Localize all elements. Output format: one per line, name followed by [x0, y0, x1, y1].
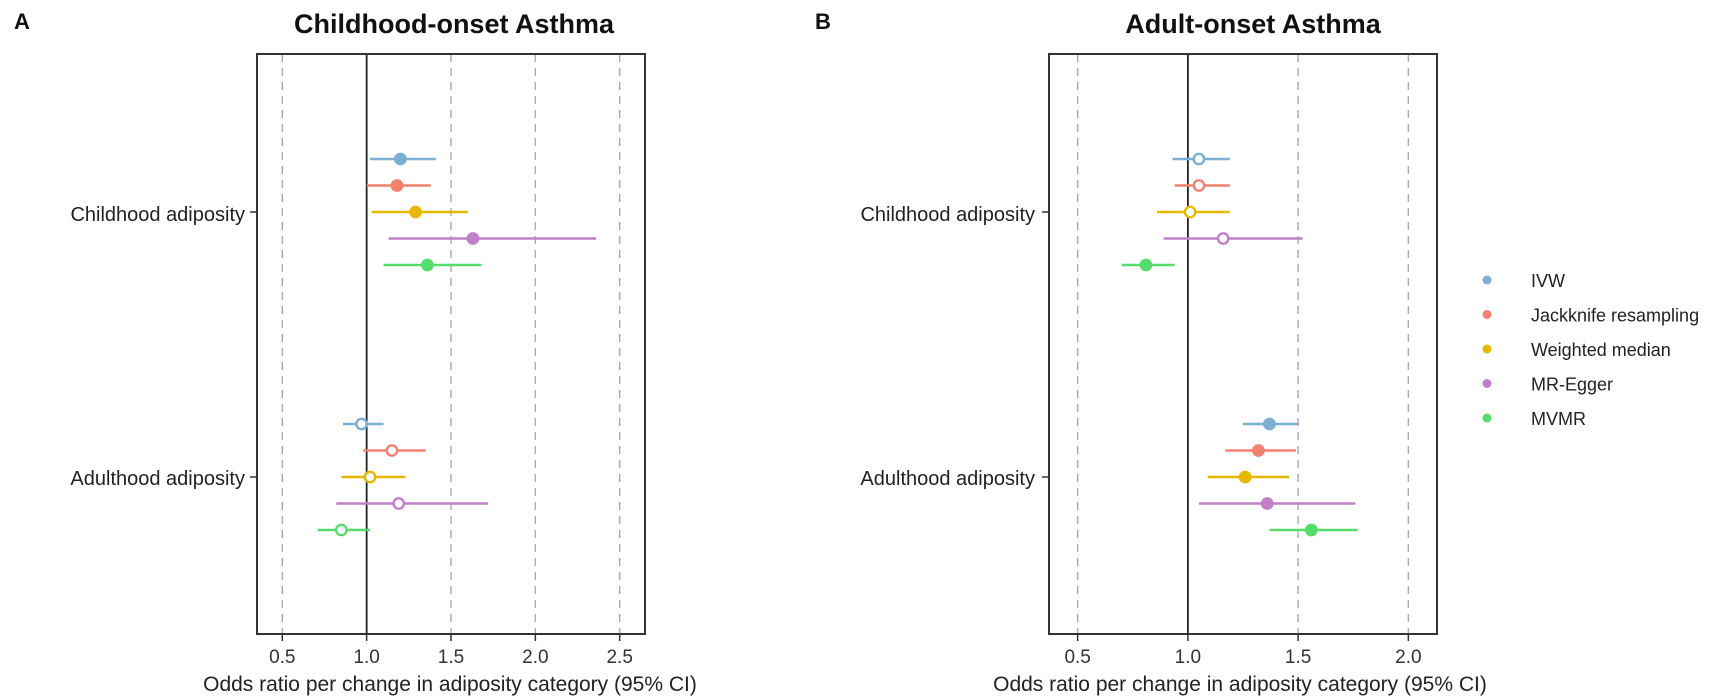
- x-axis-title-b: Odds ratio per change in adiposity categ…: [993, 673, 1487, 696]
- y-label-adulthood-adiposity-b: Adulthood adiposity: [860, 468, 1035, 490]
- estimate-point-mvmr: [1304, 523, 1318, 537]
- legend-label-mvmr: MVMR: [1531, 409, 1586, 429]
- estimate-point-weighted-median: [363, 470, 377, 484]
- estimate-point-mr-egger: [1216, 232, 1230, 245]
- legend-marker-jackknife-resampling: [1482, 310, 1492, 319]
- x-tick-label: 1.0: [353, 647, 379, 668]
- panel-title-b: Adult-onset Asthma: [1125, 9, 1381, 39]
- x-tick-label: 1.5: [438, 647, 464, 668]
- estimate-point-jackknife-resampling: [390, 179, 404, 192]
- legend-label-mr-egger: MR-Egger: [1531, 375, 1613, 395]
- x-tick-label: 0.5: [269, 647, 295, 668]
- legend-marker-ivw: [1482, 275, 1492, 285]
- x-tick-label: 2.0: [522, 647, 548, 668]
- y-label-adulthood-adiposity-a: Adulthood adiposity: [70, 468, 245, 490]
- legend-marker-weighted-median: [1482, 344, 1492, 354]
- estimate-point-ivw: [393, 152, 407, 166]
- legend-label-weighted-median: Weighted median: [1531, 340, 1671, 360]
- legend-label-ivw: IVW: [1531, 271, 1565, 291]
- legend-label-jackknife-resampling: Jackknife resampling: [1531, 306, 1699, 326]
- estimate-point-mvmr: [420, 258, 434, 272]
- estimate-point-weighted-median: [409, 205, 422, 219]
- x-tick-label: 2.0: [1395, 647, 1421, 668]
- estimate-point-mr-egger: [1260, 497, 1274, 510]
- estimate-point-ivw: [1192, 152, 1206, 166]
- estimate-point-jackknife-resampling: [1252, 444, 1265, 457]
- estimate-point-mr-egger: [392, 497, 406, 510]
- estimate-point-mr-egger: [466, 232, 480, 245]
- x-tick-label: 1.5: [1285, 647, 1311, 668]
- plot-area-a: 0.5 1.0 1.5 2.0 2.5: [250, 53, 646, 668]
- x-axis-title-a: Odds ratio per change in adiposity categ…: [203, 673, 697, 696]
- panel-title-a: Childhood-onset Asthma: [294, 9, 615, 39]
- estimate-point-mvmr: [1139, 258, 1153, 272]
- estimate-point-mvmr: [334, 523, 348, 537]
- estimate-point-ivw: [355, 417, 368, 431]
- panel-letter-a: A: [14, 9, 30, 34]
- estimate-point-ivw: [1263, 417, 1276, 431]
- estimate-point-jackknife-resampling: [385, 444, 399, 457]
- panel-letter-b: B: [815, 9, 831, 34]
- estimate-point-weighted-median: [1183, 205, 1197, 219]
- legend-marker-mr-egger: [1482, 379, 1492, 388]
- estimate-point-jackknife-resampling: [1192, 179, 1206, 192]
- legend: IVW Jackknife resampling Weighted median MR…: [1482, 271, 1699, 429]
- y-label-childhood-adiposity-b: Childhood adiposity: [860, 204, 1035, 226]
- y-label-childhood-adiposity-a: Childhood adiposity: [70, 204, 245, 226]
- plot-frame: [1048, 53, 1438, 635]
- panel-b: B Adult-onset Asthma 0.5 1.0 1.5 2.0 Childh…: [815, 9, 1487, 696]
- estimate-point-weighted-median: [1238, 470, 1252, 484]
- x-tick-label: 2.5: [606, 647, 632, 668]
- legend-marker-mvmr: [1482, 413, 1492, 423]
- panel-a: A Childhood-onset Asthma 0.5 1.0 1.5 2.0 2.5…: [14, 9, 697, 696]
- x-tick-label: 1.0: [1175, 647, 1201, 668]
- x-tick-label: 0.5: [1064, 647, 1090, 668]
- plot-area-b: 0.5 1.0 1.5 2.0: [1042, 53, 1438, 668]
